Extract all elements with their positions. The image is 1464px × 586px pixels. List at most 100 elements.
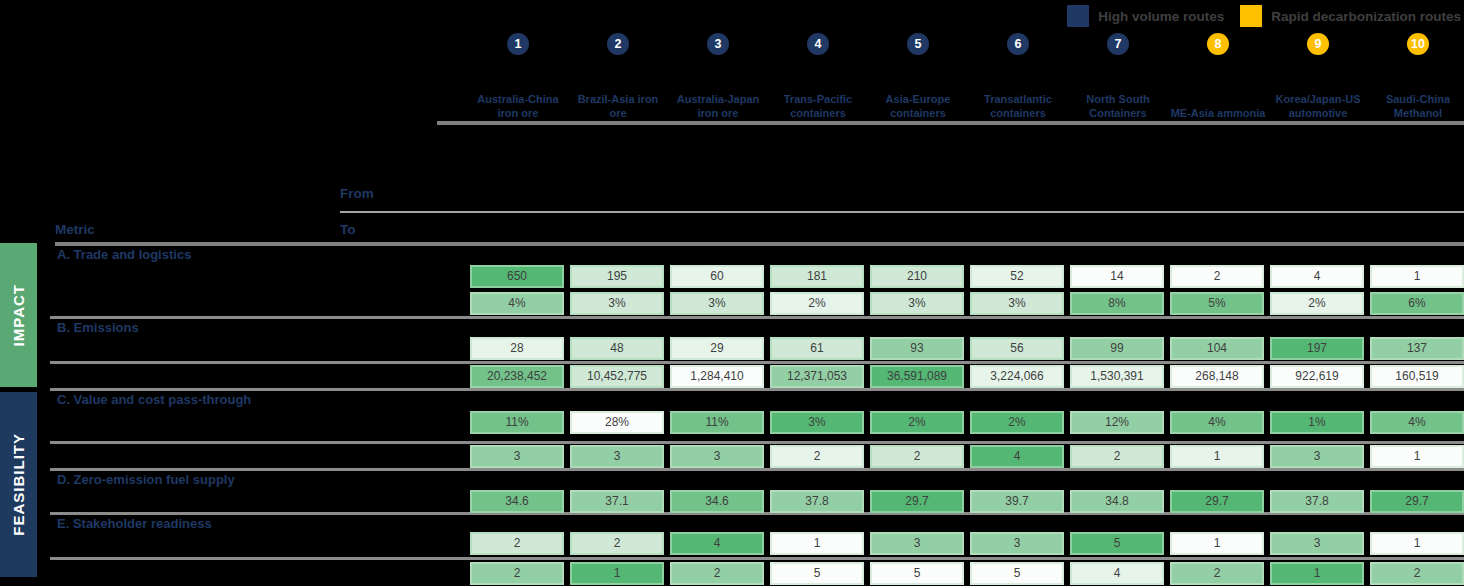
metric-cell: 2 — [1070, 445, 1164, 468]
column-header: 10 Saudi-China Methanol — [1370, 33, 1464, 120]
row-divider — [50, 441, 1464, 444]
route-number-badge: 1 — [507, 33, 529, 55]
metric-cell: 1 — [1370, 265, 1464, 288]
metric-rule — [55, 242, 1464, 246]
metric-cells-row: 11%28%11%3%2%2%12%4%1%4% — [470, 411, 1464, 434]
rapid-decarb-swatch-icon — [1240, 5, 1262, 27]
metric-cells-row: 3332242131 — [470, 445, 1464, 468]
metric-cell: 1% — [1270, 411, 1364, 434]
route-number-badge: 10 — [1407, 33, 1429, 55]
legend-item-high-volume: High volume routes — [1067, 5, 1224, 27]
column-header: 8ME-Asia ammonia — [1170, 33, 1266, 120]
column-header: 4Trans-Pacific containers — [770, 33, 866, 120]
from-label: From — [340, 186, 374, 201]
high-volume-swatch-icon — [1067, 5, 1089, 27]
metric-cell: 36,591,089 — [870, 365, 964, 388]
section-title-c: C. Value and cost pass-through — [57, 392, 251, 407]
metric-cell: 4 — [670, 532, 764, 555]
metric-cells-row: 34.637.134.637.829.739.734.829.737.829.7 — [470, 490, 1464, 513]
metric-cells-row: 650195601812105214241 — [470, 265, 1464, 288]
route-number-badge: 9 — [1307, 33, 1329, 55]
metric-cell: 3 — [470, 445, 564, 468]
route-label: Saudi-China Methanol — [1370, 92, 1464, 120]
section-divider — [50, 316, 1464, 319]
metric-cell: 37.1 — [570, 490, 664, 513]
section-divider — [50, 468, 1464, 471]
column-header: 2 Brazil-Asia iron ore — [570, 33, 666, 120]
metric-cell: 99 — [1070, 337, 1164, 360]
from-rule — [340, 211, 1464, 213]
metric-cell: 3% — [970, 292, 1064, 315]
metric-cell: 5 — [870, 562, 964, 585]
metric-cell: 4 — [1270, 265, 1364, 288]
column-header: 7North South Containers — [1070, 33, 1166, 120]
metric-cell: 56 — [970, 337, 1064, 360]
metric-cell: 5% — [1170, 292, 1264, 315]
metric-cell: 2% — [870, 411, 964, 434]
metric-cell: 4% — [1170, 411, 1264, 434]
metric-cell: 3 — [1270, 532, 1364, 555]
metric-cell: 5 — [770, 562, 864, 585]
metric-cell: 8% — [1070, 292, 1164, 315]
route-number-badge: 4 — [807, 33, 829, 55]
route-number-badge: 3 — [707, 33, 729, 55]
header-rule — [437, 121, 1464, 125]
metric-cell: 3 — [570, 445, 664, 468]
metric-cell: 4% — [1370, 411, 1464, 434]
metric-cell: 29 — [670, 337, 764, 360]
metric-cell: 2% — [770, 292, 864, 315]
column-header: 9 Korea/Japan-US automotive — [1270, 33, 1366, 120]
route-label: Asia-Europe containers — [870, 92, 966, 120]
metric-cell: 2 — [570, 532, 664, 555]
metric-cell: 93 — [870, 337, 964, 360]
metric-cell: 14 — [1070, 265, 1164, 288]
section-title-e: E. Stakeholder readiness — [57, 516, 212, 531]
section-divider — [50, 388, 1464, 391]
metric-cell: 12,371,053 — [770, 365, 864, 388]
metric-cell: 1,284,410 — [670, 365, 764, 388]
metric-cell: 3% — [770, 411, 864, 434]
metric-cell: 160,519 — [1370, 365, 1464, 388]
metric-cell: 6% — [1370, 292, 1464, 315]
column-header: 6Transatlantic containers — [970, 33, 1066, 120]
row-divider — [50, 361, 1464, 364]
route-number-badge: 2 — [607, 33, 629, 55]
metric-cell: 11% — [470, 411, 564, 434]
metric-cell: 52 — [970, 265, 1064, 288]
legend-label: High volume routes — [1098, 9, 1224, 24]
metric-cell: 4% — [470, 292, 564, 315]
metric-cell: 2 — [1170, 265, 1264, 288]
metric-cell: 210 — [870, 265, 964, 288]
metric-cell: 61 — [770, 337, 864, 360]
metric-cell: 181 — [770, 265, 864, 288]
route-label: Korea/Japan-US automotive — [1270, 92, 1366, 120]
metric-cell: 1 — [770, 532, 864, 555]
metric-cell: 3 — [870, 532, 964, 555]
metric-cell: 197 — [1270, 337, 1364, 360]
row-divider — [50, 557, 1464, 560]
metric-cell: 60 — [670, 265, 764, 288]
metric-cell: 20,238,452 — [470, 365, 564, 388]
metric-cell: 29.7 — [1170, 490, 1264, 513]
section-title-b: B. Emissions — [57, 320, 139, 335]
metric-cell: 28% — [570, 411, 664, 434]
metric-cell: 2% — [1270, 292, 1364, 315]
metric-label: Metric — [55, 222, 95, 237]
metric-cell: 2 — [870, 445, 964, 468]
column-header: 3Australia-Japan iron ore — [670, 33, 766, 120]
metric-cell: 12% — [1070, 411, 1164, 434]
metric-cell: 1 — [570, 562, 664, 585]
route-number-badge: 5 — [907, 33, 929, 55]
metric-cell: 3,224,066 — [970, 365, 1064, 388]
feasibility-band-label: FEASIBILITY — [10, 433, 27, 536]
metric-cell: 34.8 — [1070, 490, 1164, 513]
metric-cell: 48 — [570, 337, 664, 360]
route-label: Brazil-Asia iron ore — [570, 92, 666, 120]
metric-cell: 1 — [1370, 445, 1464, 468]
metric-cell: 2 — [1170, 562, 1264, 585]
route-assessment-matrix: High volume routes Rapid decarbonization… — [0, 0, 1464, 586]
metric-cell: 2 — [470, 562, 564, 585]
metric-cell: 3% — [570, 292, 664, 315]
impact-band-label: IMPACT — [10, 284, 27, 346]
route-label: Australia-China iron ore — [470, 92, 566, 120]
